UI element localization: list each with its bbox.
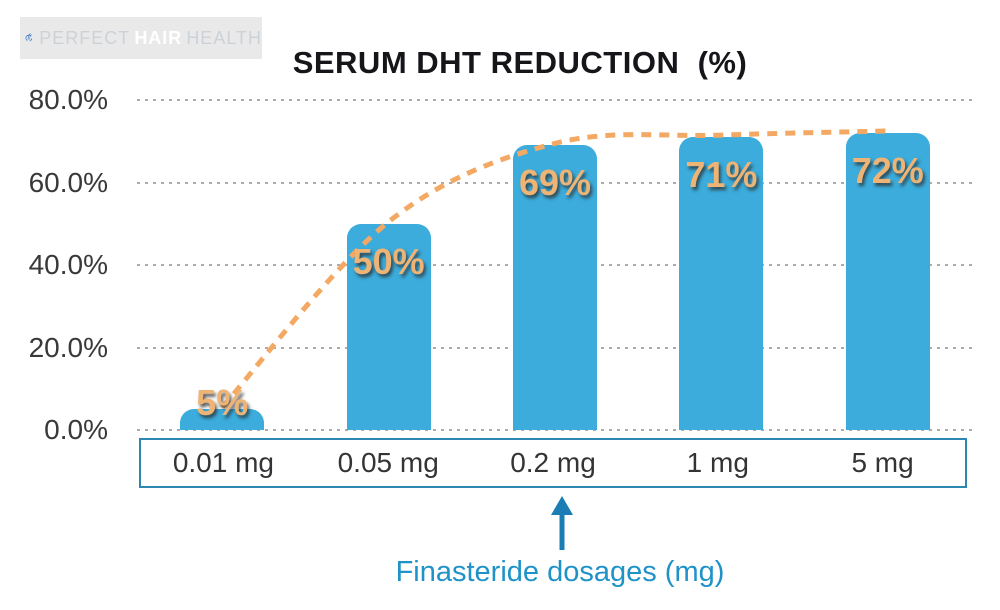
y-axis-tick-60: 60.0% bbox=[28, 166, 108, 198]
brand-part-health: HEALTH bbox=[186, 27, 262, 48]
y-axis-tick-0: 0.0% bbox=[44, 414, 108, 445]
gridline-0 bbox=[137, 429, 975, 431]
bar-value-label: 5% bbox=[196, 382, 249, 424]
chart-title: SERUM DHT REDUCTION (%) bbox=[292, 44, 748, 80]
brand-part-hair: HAIR bbox=[134, 27, 183, 48]
y-axis-tick-20: 20.0% bbox=[28, 331, 108, 363]
brand-name: PERFECT HAIR HEALTH bbox=[39, 28, 262, 49]
bar-value-label: 69% bbox=[518, 162, 592, 204]
brand-part-perfect: PERFECT bbox=[39, 27, 131, 48]
bar-value-label: 50% bbox=[352, 240, 425, 282]
x-axis-box: 0.01 mg 0.05 mg 0.2 mg 1 mg 5 mg bbox=[139, 438, 967, 488]
x-axis-tick-0.05-mg: 0.05 mg bbox=[337, 447, 439, 478]
up-arrow-icon bbox=[551, 496, 573, 550]
bar-value-label: 71% bbox=[685, 154, 758, 196]
x-axis-tick-1-mg: 1 mg bbox=[686, 447, 749, 478]
x-axis-tick-0.01-mg: 0.01 mg bbox=[172, 447, 274, 478]
y-axis-tick-40: 40.0% bbox=[28, 249, 108, 280]
y-axis-tick-80: 80.0% bbox=[28, 84, 108, 115]
bar-value-label: 72% bbox=[851, 150, 924, 191]
hair-follicle-logo-icon bbox=[25, 33, 33, 43]
x-axis-caption: Finasteride dosages (mg) bbox=[395, 556, 725, 588]
gridline-80 bbox=[137, 99, 975, 101]
brand-logo: PERFECT HAIR HEALTH bbox=[20, 17, 262, 59]
bar-0.01-mg bbox=[180, 409, 265, 430]
x-axis-tick-5-mg: 5 mg bbox=[851, 447, 914, 478]
x-axis-tick-0.2-mg: 0.2 mg bbox=[510, 447, 596, 478]
